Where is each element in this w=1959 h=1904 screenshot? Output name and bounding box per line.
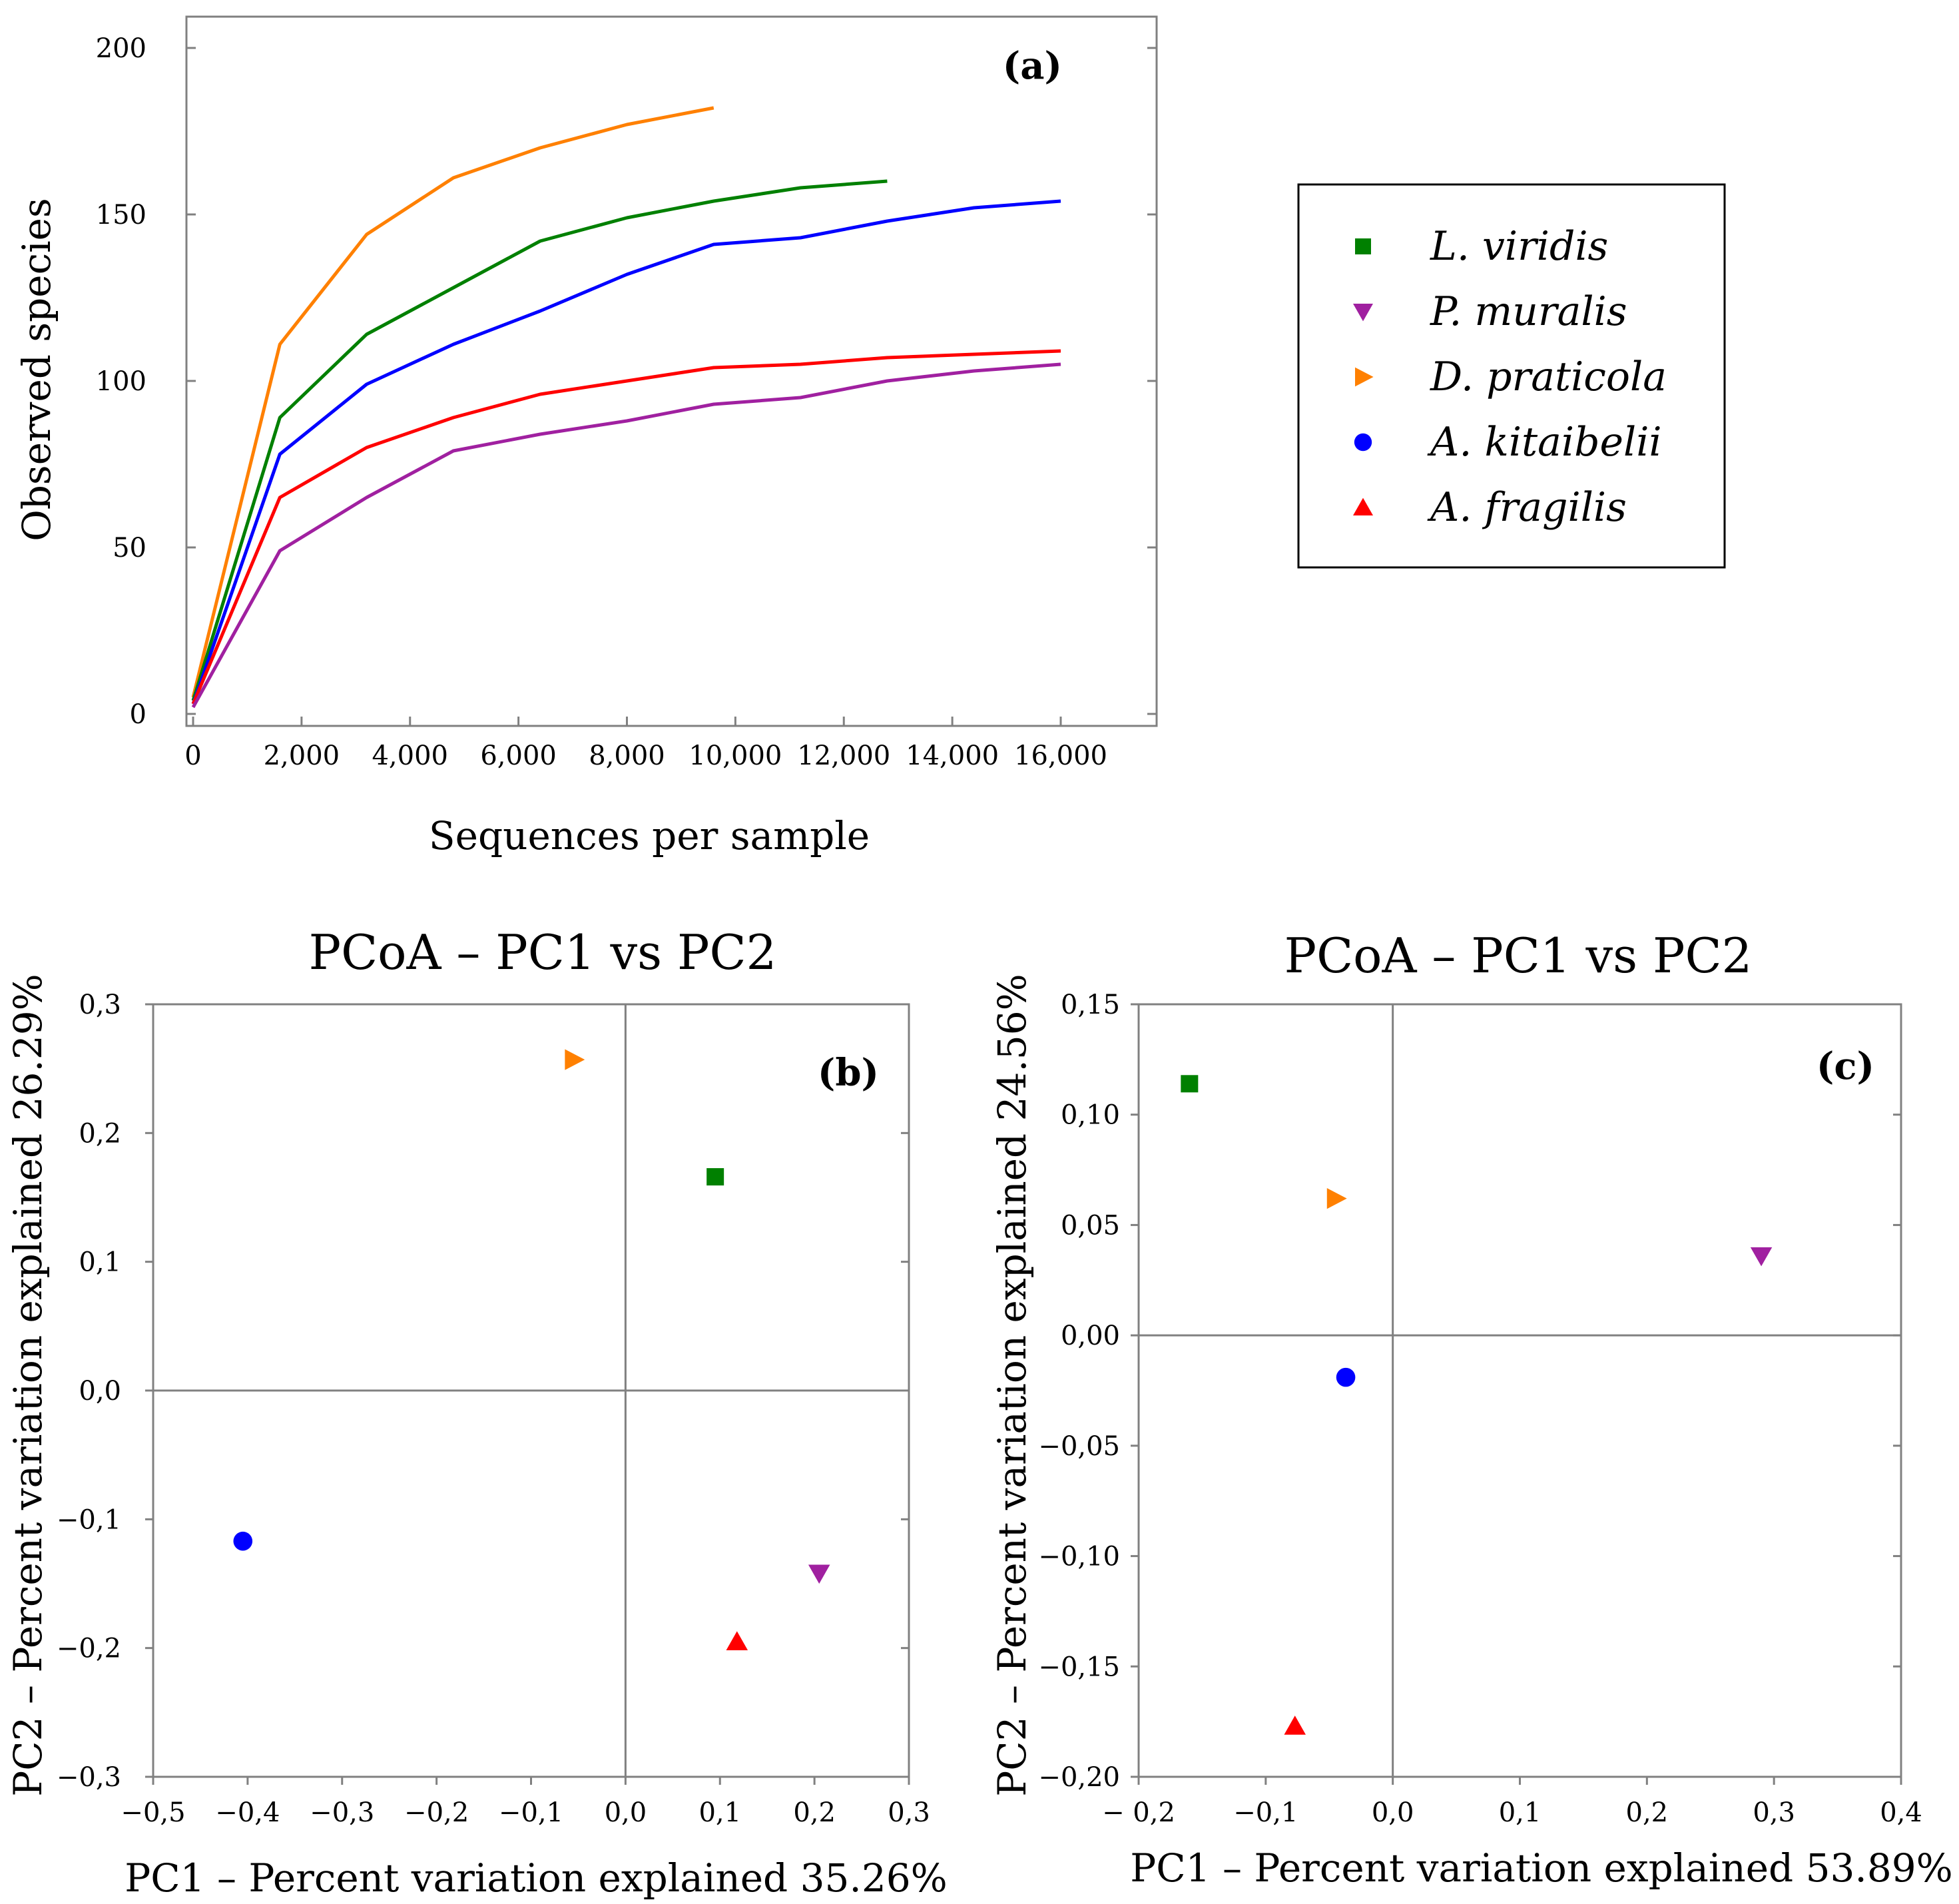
series-line-a-kitaibelii bbox=[191, 199, 1061, 705]
panel-c-x-tick-label: 0,0 bbox=[1372, 1797, 1414, 1828]
panel-a-rarefaction: (a) 0 2,000 4,000 6,000 8,000 10,000 12,000 14,… bbox=[14, 15, 1158, 858]
legend: L. viridis P. muralis D. praticola A. kitai… bbox=[1297, 183, 1726, 569]
panel-c-x-tick-label: 0,1 bbox=[1499, 1797, 1541, 1828]
panel-a-x-tick-label: 10,000 bbox=[689, 741, 782, 771]
panel-b-point-p-muralis bbox=[808, 1564, 830, 1584]
panel-b-ticks: −0,5 −0,4 −0,3 −0,2 −0,1 0,0 0,1 0,2 0,3 −0,3 −0,2… bbox=[57, 990, 930, 1828]
panel-b-y-tick-label: 0,3 bbox=[79, 990, 121, 1020]
panel-b-label: (b) bbox=[818, 1051, 879, 1095]
panel-c-point-p-muralis bbox=[1750, 1247, 1773, 1267]
panel-b-point-l-viridis bbox=[706, 1168, 724, 1186]
panel-b-point-d-praticola bbox=[565, 1049, 585, 1070]
panel-c-x-tick-label: 0,3 bbox=[1753, 1797, 1795, 1828]
panel-b-y-axis-label: PC2 – Percent variation explained 26.29% bbox=[5, 974, 51, 1797]
panel-b-x-tick-label: 0,0 bbox=[605, 1797, 647, 1828]
panel-a-y-tick-label: 0 bbox=[130, 699, 146, 730]
panel-a-x-tick-label: 2,000 bbox=[264, 741, 340, 771]
panel-a-x-tick-label: 12,000 bbox=[797, 741, 890, 771]
series-line-l-viridis bbox=[191, 179, 888, 701]
legend-label-d-praticola: D. praticola bbox=[1430, 354, 1667, 400]
panel-c-x-tick-label: 0,4 bbox=[1880, 1797, 1922, 1828]
panel-c-y-tick-label: 0,00 bbox=[1061, 1321, 1120, 1351]
panel-c-point-d-praticola bbox=[1326, 1188, 1347, 1209]
panel-a-x-tick-label: 14,000 bbox=[906, 741, 999, 771]
panel-c-x-tick-label: − 0,2 bbox=[1102, 1797, 1175, 1828]
panel-b-x-tick-label: −0,4 bbox=[215, 1797, 280, 1828]
panel-a-y-tick-label: 100 bbox=[96, 366, 146, 397]
panel-b-point-a-kitaibelii bbox=[233, 1531, 253, 1551]
panel-b-point-a-fragilis bbox=[726, 1631, 748, 1650]
panel-a-x-tick-label: 8,000 bbox=[589, 741, 665, 771]
legend-label-l-viridis: L. viridis bbox=[1430, 223, 1608, 270]
panel-b-y-tick-label: 0,1 bbox=[79, 1247, 121, 1278]
panel-a-y-tick-label: 150 bbox=[96, 200, 146, 230]
panel-c-point-a-kitaibelii bbox=[1336, 1367, 1356, 1387]
panel-b-y-tick-label: 0,2 bbox=[79, 1118, 121, 1149]
panel-c-y-tick-label: 0,05 bbox=[1061, 1210, 1120, 1241]
panel-b-pcoa: PCoA – PC1 vs PC2 (b) −0,5 −0,4 −0,3 −0,2 −0… bbox=[5, 924, 948, 1901]
panel-b-x-tick-label: −0,5 bbox=[121, 1797, 185, 1828]
panel-a-y-axis-label: Observed species bbox=[14, 198, 59, 541]
panel-b-y-tick-label: −0,1 bbox=[57, 1504, 121, 1535]
panel-b-y-tick-label: 0,0 bbox=[79, 1376, 121, 1407]
panel-a-x-tick-label: 0 bbox=[184, 741, 201, 771]
panel-b-x-tick-label: 0,1 bbox=[699, 1797, 741, 1828]
legend-marker-l-viridis bbox=[1355, 238, 1371, 254]
legend-marker-p-muralis bbox=[1353, 304, 1373, 322]
legend-marker-d-praticola bbox=[1355, 367, 1374, 387]
panel-c-y-tick-label: −0,10 bbox=[1038, 1542, 1120, 1572]
legend-label-a-kitaibelii: A. kitaibelii bbox=[1427, 419, 1662, 466]
panel-b-y-tick-label: −0,2 bbox=[57, 1634, 121, 1664]
legend-items: L. viridis P. muralis D. praticola A. kitai… bbox=[1353, 223, 1667, 531]
panel-b-x-tick-label: −0,1 bbox=[499, 1797, 563, 1828]
panel-a-label: (a) bbox=[1003, 44, 1062, 88]
legend-label-p-muralis: P. muralis bbox=[1430, 288, 1627, 335]
panel-a-y-tick-label: 200 bbox=[96, 33, 146, 64]
panel-c-y-axis-label: PC2 – Percent variation explained 24.56% bbox=[989, 974, 1035, 1797]
panel-c-ticks: − 0,2 −0,1 0,0 0,1 0,2 0,3 0,4 −0,20 −0,15 −0,10 −… bbox=[1038, 990, 1922, 1828]
panel-c-frame bbox=[1137, 1003, 1902, 1778]
panel-a-series bbox=[191, 106, 1061, 709]
legend-marker-a-kitaibelii bbox=[1354, 433, 1372, 452]
panel-a-x-axis-label: Sequences per sample bbox=[429, 813, 870, 858]
panel-b-x-tick-label: −0,3 bbox=[310, 1797, 374, 1828]
series-line-p-muralis bbox=[191, 362, 1061, 709]
panel-a-x-tick-label: 16,000 bbox=[1014, 741, 1107, 771]
panel-c-x-axis-label: PC1 – Percent variation explained 53.89% bbox=[1130, 1845, 1953, 1891]
panel-c-y-tick-label: −0,20 bbox=[1038, 1762, 1120, 1793]
panel-c-points bbox=[1181, 1075, 1773, 1735]
panel-c-pcoa: PCoA – PC1 vs PC2 (c) − 0,2 −0,1 0,0 0,1 0,2… bbox=[989, 928, 1953, 1891]
panel-c-y-tick-label: 0,10 bbox=[1061, 1100, 1120, 1131]
panel-c-x-tick-label: 0,2 bbox=[1626, 1797, 1669, 1828]
panel-a-ticks: 0 2,000 4,000 6,000 8,000 10,000 12,000 14,000 1… bbox=[96, 33, 1157, 771]
series-line-d-praticola bbox=[191, 106, 714, 698]
panel-b-x-tick-label: 0,3 bbox=[888, 1797, 930, 1828]
panel-b-x-axis-label: PC1 – Percent variation explained 35.26% bbox=[125, 1855, 948, 1901]
panel-b-points bbox=[233, 1049, 830, 1650]
panel-c-point-l-viridis bbox=[1181, 1075, 1199, 1093]
panel-c-y-tick-label: −0,05 bbox=[1038, 1431, 1120, 1462]
panel-a-y-tick-label: 50 bbox=[113, 533, 146, 563]
panel-c-label: (c) bbox=[1817, 1044, 1874, 1088]
panel-b-y-tick-label: −0,3 bbox=[57, 1762, 121, 1793]
panel-a-x-tick-label: 6,000 bbox=[480, 741, 557, 771]
panel-c-x-tick-label: −0,1 bbox=[1233, 1797, 1298, 1828]
legend-label-a-fragilis: A. fragilis bbox=[1427, 484, 1627, 531]
panel-c-point-a-fragilis bbox=[1284, 1716, 1306, 1735]
panel-c-title: PCoA – PC1 vs PC2 bbox=[1284, 928, 1753, 984]
panel-c-y-tick-label: 0,15 bbox=[1061, 990, 1120, 1020]
series-line-a-fragilis bbox=[191, 349, 1061, 705]
legend-marker-a-fragilis bbox=[1353, 497, 1373, 515]
panel-a-x-tick-label: 4,000 bbox=[372, 741, 448, 771]
panel-b-title: PCoA – PC1 vs PC2 bbox=[309, 924, 777, 980]
panel-a-frame bbox=[185, 15, 1158, 727]
panel-b-x-tick-label: 0,2 bbox=[793, 1797, 836, 1828]
panel-c-y-tick-label: −0,15 bbox=[1038, 1652, 1120, 1682]
panel-b-x-tick-label: −0,2 bbox=[404, 1797, 469, 1828]
